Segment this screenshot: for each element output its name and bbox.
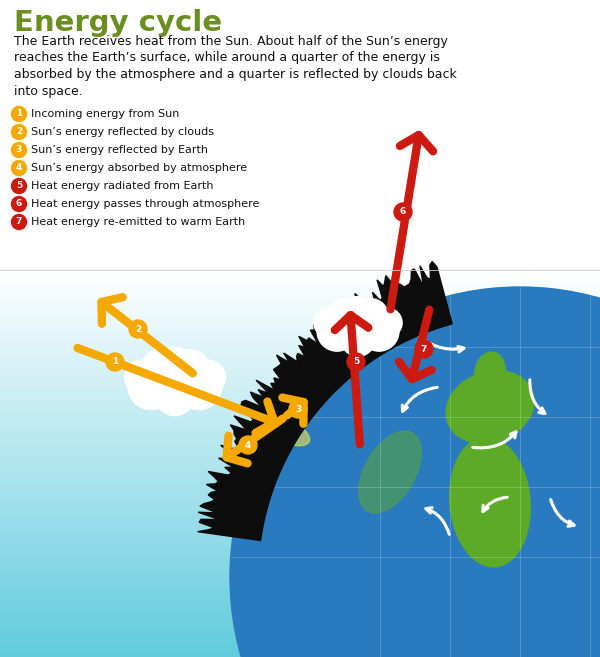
- Circle shape: [341, 323, 375, 356]
- Text: 3: 3: [16, 145, 22, 154]
- Text: 2: 2: [135, 325, 141, 334]
- Text: 1: 1: [112, 357, 118, 367]
- Text: reaches the Earth’s surface, while around a quarter of the energy is: reaches the Earth’s surface, while aroun…: [14, 51, 440, 64]
- Ellipse shape: [450, 437, 530, 567]
- Circle shape: [129, 320, 147, 338]
- Circle shape: [289, 400, 307, 418]
- Circle shape: [128, 364, 174, 409]
- Bar: [0, 0, 600, 270]
- Circle shape: [415, 340, 433, 358]
- Circle shape: [140, 350, 181, 390]
- Text: 6: 6: [16, 200, 22, 208]
- Circle shape: [342, 296, 374, 328]
- Text: absorbed by the atmosphere and a quarter is reflected by clouds back: absorbed by the atmosphere and a quarter…: [14, 68, 457, 81]
- Text: Sun’s energy reflected by Earth: Sun’s energy reflected by Earth: [31, 145, 208, 155]
- Circle shape: [176, 364, 222, 409]
- Polygon shape: [197, 261, 452, 541]
- Circle shape: [11, 214, 26, 229]
- Circle shape: [11, 160, 26, 175]
- Ellipse shape: [475, 352, 505, 392]
- Text: 1: 1: [16, 110, 22, 118]
- Circle shape: [192, 361, 226, 394]
- Text: 2: 2: [16, 127, 22, 137]
- Text: Heat energy passes through atmosphere: Heat energy passes through atmosphere: [31, 199, 259, 209]
- Text: Energy cycle: Energy cycle: [14, 9, 222, 37]
- Circle shape: [106, 353, 124, 371]
- Circle shape: [394, 203, 412, 221]
- Text: 6: 6: [400, 208, 406, 217]
- Text: 4: 4: [16, 164, 22, 173]
- Circle shape: [11, 124, 26, 139]
- Circle shape: [169, 350, 210, 390]
- Circle shape: [353, 299, 388, 334]
- Text: 7: 7: [16, 217, 22, 227]
- Circle shape: [333, 302, 383, 352]
- Circle shape: [125, 361, 158, 394]
- Circle shape: [239, 436, 257, 454]
- Circle shape: [373, 308, 402, 338]
- Text: 5: 5: [353, 357, 359, 367]
- Circle shape: [11, 106, 26, 122]
- Text: Incoming energy from Sun: Incoming energy from Sun: [31, 109, 179, 119]
- Text: 3: 3: [295, 405, 301, 413]
- Text: The Earth receives heat from the Sun. About half of the Sun’s energy: The Earth receives heat from the Sun. Ab…: [14, 35, 448, 48]
- Text: 7: 7: [421, 344, 427, 353]
- Ellipse shape: [446, 371, 534, 443]
- Circle shape: [359, 311, 399, 351]
- Text: Sun’s energy absorbed by atmosphere: Sun’s energy absorbed by atmosphere: [31, 163, 247, 173]
- Circle shape: [328, 299, 363, 334]
- Text: into space.: into space.: [14, 85, 83, 97]
- Circle shape: [314, 308, 343, 338]
- Circle shape: [156, 377, 194, 416]
- Circle shape: [230, 287, 600, 657]
- Text: Heat energy radiated from Earth: Heat energy radiated from Earth: [31, 181, 214, 191]
- Circle shape: [157, 347, 193, 383]
- Circle shape: [347, 353, 365, 371]
- Circle shape: [11, 143, 26, 158]
- Text: Heat energy re-emitted to warm Earth: Heat energy re-emitted to warm Earth: [31, 217, 245, 227]
- Circle shape: [317, 311, 357, 351]
- Text: Sun’s energy reflected by clouds: Sun’s energy reflected by clouds: [31, 127, 214, 137]
- Circle shape: [146, 353, 204, 411]
- Circle shape: [11, 196, 26, 212]
- Circle shape: [11, 179, 26, 194]
- Text: 4: 4: [245, 440, 251, 449]
- Ellipse shape: [254, 413, 310, 445]
- Ellipse shape: [359, 431, 421, 513]
- Text: 5: 5: [16, 181, 22, 191]
